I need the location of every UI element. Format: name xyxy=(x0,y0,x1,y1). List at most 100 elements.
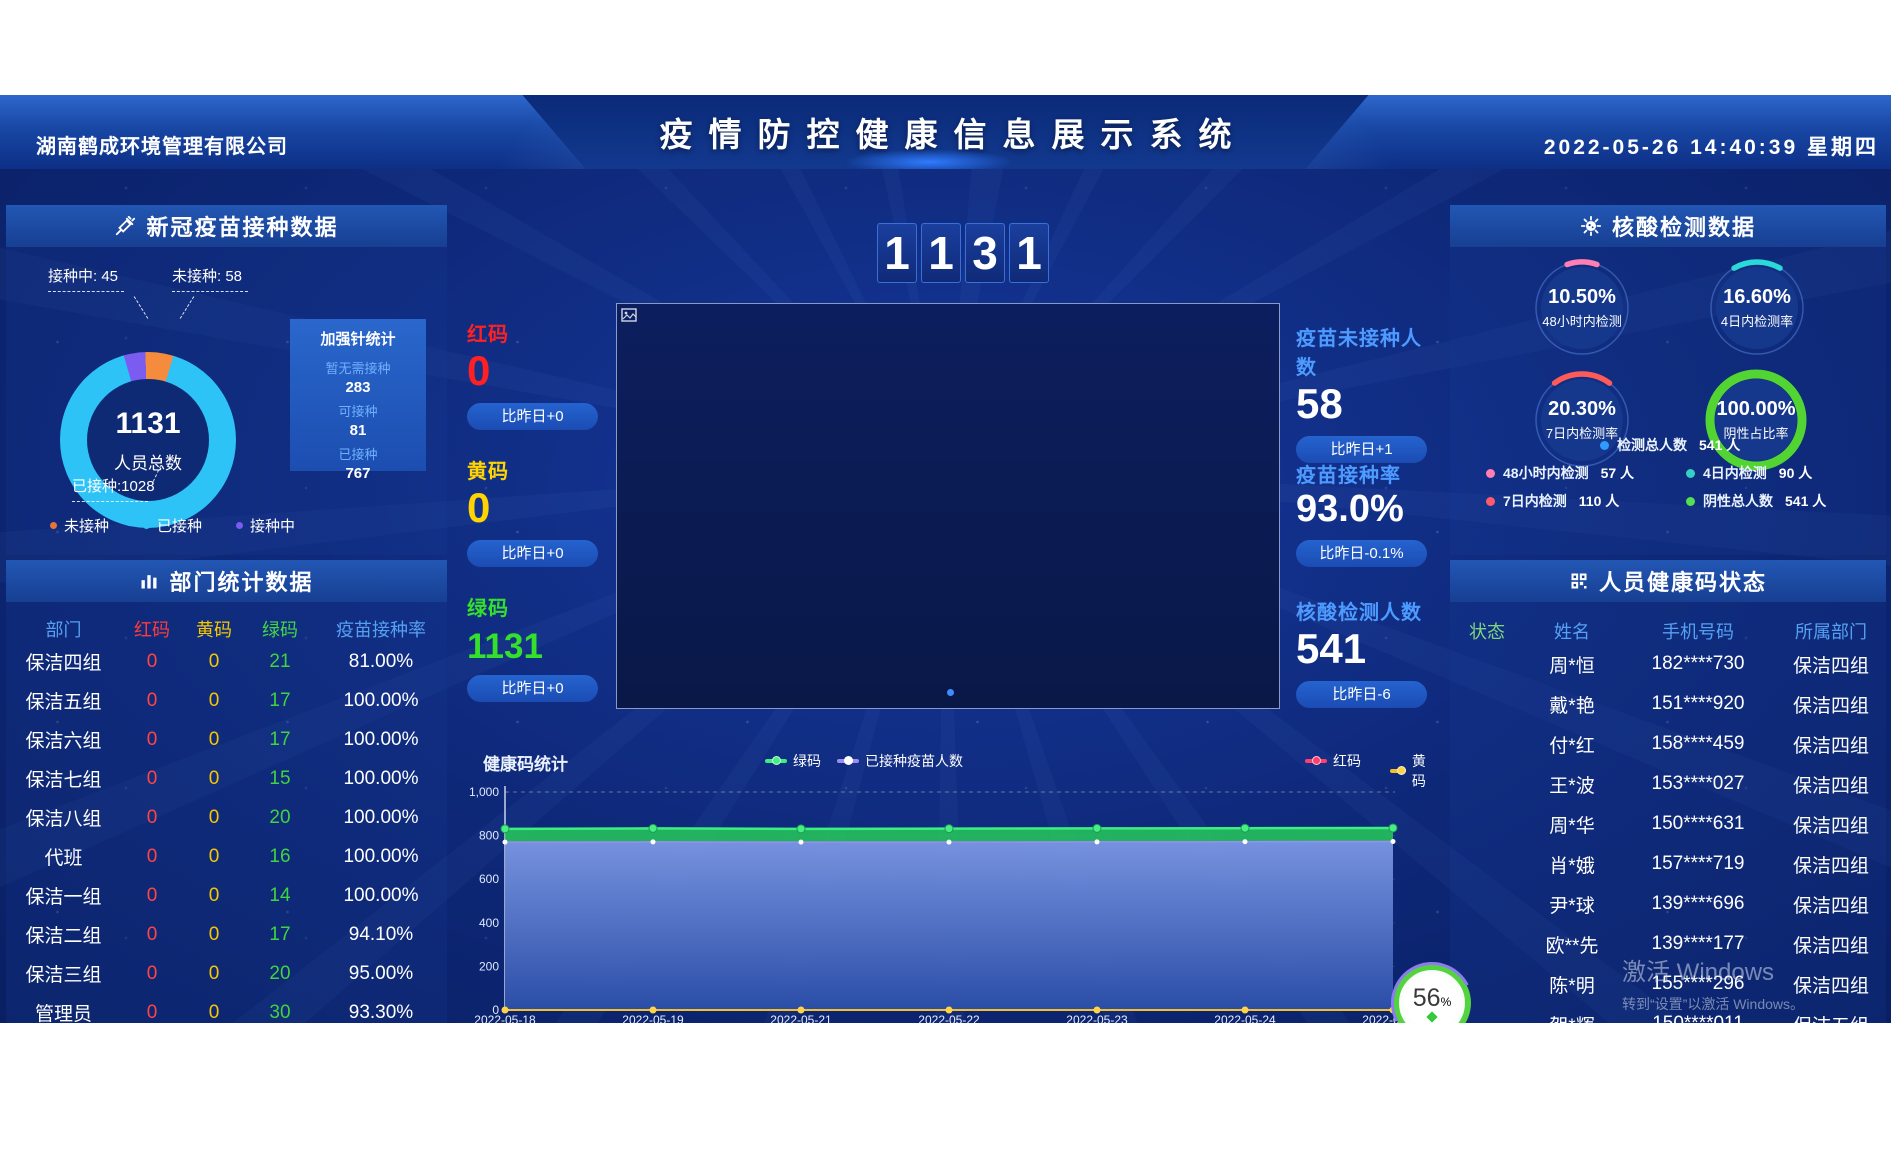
svg-text:2022-05-19: 2022-05-19 xyxy=(622,1013,684,1023)
table-row: 保洁六组 0 0 17 100.00% xyxy=(25,728,419,753)
nucleic-legend-item: 48小时内检测 57 人 xyxy=(1486,463,1634,483)
qr-code-icon xyxy=(1569,571,1589,591)
counter-digit: 1 xyxy=(877,223,917,283)
white-band-top xyxy=(0,0,1891,95)
green-code-value: 1131 xyxy=(467,627,543,666)
badge-unit: % xyxy=(1440,994,1452,1009)
vaccine-rate-stat: 疫苗接种率 93.0% 比昨日-0.1% xyxy=(1296,459,1429,567)
white-band-bottom xyxy=(0,1023,1891,1159)
chart-legend-item[interactable]: 已接种疫苗人数 xyxy=(837,751,963,771)
svg-text:1,000: 1,000 xyxy=(469,785,499,799)
legend-dot xyxy=(1486,496,1495,506)
green-code-label: 绿码 xyxy=(467,598,509,620)
gauge-7日内检测率: 20.30% 7日内检测率 xyxy=(1527,365,1637,475)
table-row: 付*红 158****459 保洁四组 xyxy=(1549,733,1869,757)
vaccine-donut-chart: 1131 人员总数 xyxy=(60,352,236,528)
legend-marker xyxy=(1390,766,1406,775)
booster-row: 可接种 81 xyxy=(338,404,378,439)
table-row: 保洁一组 0 0 14 100.00% xyxy=(25,884,419,909)
table-row: 贺*辉150****011 保洁五组 xyxy=(1450,1004,1886,1023)
red-code-value: 0 xyxy=(467,347,491,394)
table-row: 王*波 153****027 保洁四组 xyxy=(1549,773,1869,797)
badge-value: 56 xyxy=(1412,983,1441,1012)
svg-text:2022-05-21: 2022-05-21 xyxy=(770,1013,832,1023)
big-counter: 1 1 3 1 xyxy=(877,223,1049,283)
badge-icon xyxy=(1426,1010,1438,1023)
vaccine-rate-delta: 比昨日-0.1% xyxy=(1296,539,1427,567)
header-title-plate: 疫情防控健康信息展示系统 xyxy=(522,95,1369,169)
svg-text:0: 0 xyxy=(492,1003,499,1017)
red-code-label: 红码 xyxy=(467,324,509,346)
red-code-delta: 比昨日+0 xyxy=(467,403,598,431)
nucleic-legend-item: 7日内检测 110 人 xyxy=(1486,491,1619,511)
gauge-4日内检测率: 16.60% 4日内检测率 xyxy=(1702,253,1812,363)
nucleic-panel-header: 核酸检测数据 xyxy=(1450,205,1886,247)
yellow-code-stat: 黄码 0 比昨日+0 xyxy=(467,455,600,568)
counter-digit: 1 xyxy=(1009,223,1049,283)
svg-text:2022-05-22: 2022-05-22 xyxy=(918,1013,980,1023)
booster-stats-box: 加强针统计 暂无需接种 283 可接种 81 已接种 767 xyxy=(290,319,426,482)
counter-digit: 1 xyxy=(921,223,961,283)
dept-table-header: 部门 红码 黄码 绿码 疫苗接种率 xyxy=(45,620,427,640)
table-row: 保洁二组 0 0 17 94.10% xyxy=(25,923,414,948)
callout-vaccinated: 已接种:1028 xyxy=(72,475,155,502)
table-row: 陈*明 155****296 保洁四组 xyxy=(1549,973,1869,997)
vaccine-rate-value: 93.0% xyxy=(1296,488,1404,530)
legend-dot xyxy=(1486,468,1495,478)
nucleic-legend-item: 检测总人数 541 人 xyxy=(1600,435,1740,455)
table-row: 欧**先 139****177 保洁四组 xyxy=(1545,933,1869,957)
nucleic-legend-item: 阴性总人数 541 人 xyxy=(1686,491,1826,511)
vaccine-legend-item[interactable]: 已接种 xyxy=(143,515,202,536)
callout-line xyxy=(133,296,149,319)
nucleic-count-value: 541 xyxy=(1296,625,1367,672)
legend-dot xyxy=(1686,468,1695,478)
health-panel-header: 人员健康码状态 xyxy=(1450,560,1886,602)
legend-dot xyxy=(143,522,151,529)
department-stats-panel: 部门统计数据 部门 红码 黄码 绿码 疫苗接种率 保洁四组 0 0 21 81.00% 保洁… xyxy=(6,560,447,1023)
department-panel-title: 部门统计数据 xyxy=(169,570,314,595)
department-panel-header: 部门统计数据 xyxy=(6,560,447,602)
legend-marker xyxy=(1305,756,1327,765)
svg-text:200: 200 xyxy=(479,959,499,973)
gauge-48小时内检测: 10.50% 48小时内检测 xyxy=(1527,253,1637,363)
table-row: 肖*娥 157****719 保洁四组 xyxy=(1549,853,1869,877)
callout-line xyxy=(179,296,195,319)
svg-text:2022-05-23: 2022-05-23 xyxy=(1066,1013,1128,1023)
legend-dot xyxy=(236,522,244,529)
vaccine-panel-header: 新冠疫苗接种数据 xyxy=(6,205,447,247)
bar-chart-icon xyxy=(139,571,159,591)
yellow-code-value: 0 xyxy=(467,484,491,531)
booster-title: 加强针统计 xyxy=(320,331,396,348)
svg-text:2022-05-18: 2022-05-18 xyxy=(474,1013,536,1023)
table-row: 周*恒 182****730 保洁四组 xyxy=(1549,653,1869,677)
callout-in-progress: 接种中: 45 xyxy=(48,265,124,292)
chart-title: 健康码统计 xyxy=(483,755,568,774)
chart-plot-area: 0 200 400 600 800 1,000 2022-05-18 2022-05-19 20… xyxy=(465,782,1424,1028)
table-row: 周*华 150****631 保洁四组 xyxy=(1549,813,1869,837)
chart-legend-item[interactable]: 红码 xyxy=(1305,751,1361,771)
vaccine-legend-item[interactable]: 未接种 xyxy=(50,515,109,536)
table-row: 保洁四组 0 0 21 81.00% xyxy=(25,650,414,675)
vaccine-legend-item[interactable]: 接种中 xyxy=(236,515,295,536)
table-row: 管理员 0 0 30 93.30% xyxy=(34,1001,414,1024)
table-row: 尹*球 139****696 保洁四组 xyxy=(1549,893,1869,917)
gauge-阴性占比率: 100.00% 阴性占比率 xyxy=(1701,365,1811,475)
booster-row: 暂无需接种 283 xyxy=(325,361,391,396)
legend-dot xyxy=(1600,440,1609,450)
legend-marker xyxy=(765,756,787,765)
broken-media-icon xyxy=(621,308,637,327)
syringe-icon xyxy=(114,215,136,237)
red-code-stat: 红码 0 比昨日+0 xyxy=(467,318,600,431)
total-people-count: 1131 xyxy=(115,406,181,440)
health-panel-title: 人员健康码状态 xyxy=(1598,570,1767,595)
health-code-status-panel: 人员健康码状态 状态 姓名 手机号码 所属部门 周*恒 182****730 保洁四组 … xyxy=(1450,560,1886,1023)
table-row: 保洁三组 0 0 20 95.00% xyxy=(25,962,414,987)
chart-legend-item[interactable]: 黄码 xyxy=(1390,751,1432,791)
nucleic-legend-item: 4日内检测 90 人 xyxy=(1686,463,1812,483)
page-title: 疫情防控健康信息展示系统 xyxy=(659,116,1248,153)
svg-text:400: 400 xyxy=(479,916,499,930)
status-dot xyxy=(947,689,954,696)
chart-legend-item[interactable]: 绿码 xyxy=(765,751,821,771)
nucleic-test-panel: 核酸检测数据 10.50% 48小时内检测 16.60% 4日内检测率 xyxy=(1450,205,1886,555)
